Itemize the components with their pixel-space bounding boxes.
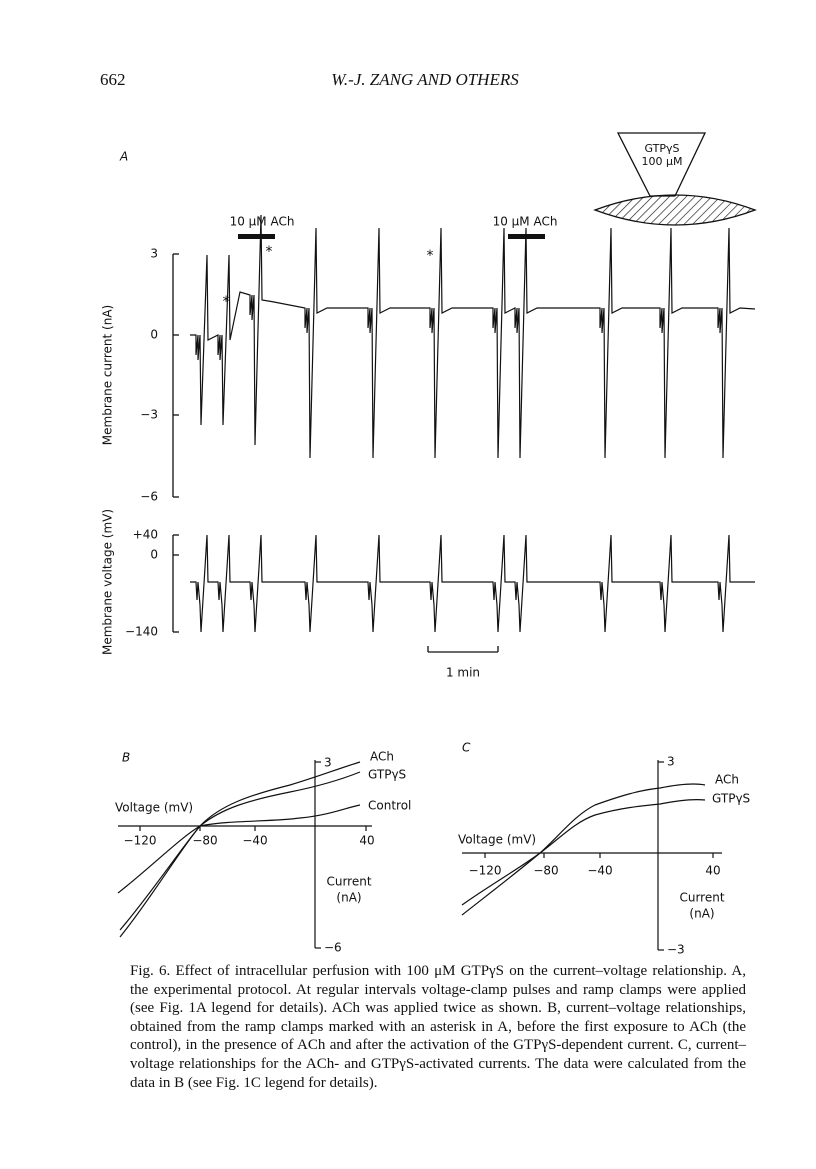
scale-bar-label: 1 min: [446, 666, 480, 680]
ach-label: 10 μM ACh: [230, 215, 295, 229]
page-number: 662: [100, 70, 126, 89]
running-title: W.-J. ZANG AND OTHERS: [331, 70, 519, 89]
x-tick-label: −80: [192, 834, 217, 848]
current-axis: [172, 253, 179, 498]
asterisk: *: [223, 294, 230, 310]
axis-label: Voltage (mV): [115, 801, 193, 815]
panel-label: C: [462, 741, 471, 755]
y-tick-label: +40: [133, 528, 158, 542]
asterisk: *: [266, 244, 273, 260]
cell: [593, 194, 757, 226]
axes: [462, 760, 722, 951]
curve-label: ACh: [715, 773, 739, 787]
curve-label: Control: [368, 799, 411, 813]
traces: [190, 214, 756, 633]
x-tick-label: −40: [242, 834, 267, 848]
ach-label: 10 μM ACh: [493, 215, 558, 229]
panel-label: B: [122, 751, 130, 765]
y-tick-label: 3: [324, 756, 332, 770]
curve: [117, 804, 361, 894]
x-tick-label: −120: [469, 864, 502, 878]
curve-label: GTPγS: [368, 768, 406, 782]
curve-label: GTPγS: [712, 792, 750, 806]
x-tick-label: −120: [124, 834, 157, 848]
pipette-label: 100 μM: [642, 155, 683, 168]
y-tick-label: −140: [125, 625, 158, 639]
axis-label: Membrane current (nA): [101, 305, 115, 445]
scale-bar: [427, 646, 499, 653]
axes: [118, 760, 372, 949]
curve: [461, 799, 706, 916]
caption: Fig. 6. Effect of intracellular perfusio…: [130, 963, 746, 1091]
axis-label: (nA): [689, 907, 714, 921]
voltage-axis: [172, 534, 179, 633]
axis-label: (nA): [336, 891, 361, 905]
axis-label: Current: [679, 891, 724, 905]
figure: 662 W.-J. ZANG AND OTHERS A GTPγS 100 μM…: [100, 70, 757, 957]
y-tick-label: 0: [150, 548, 158, 562]
voltage-trace: [190, 534, 755, 633]
axis-label: Voltage (mV): [458, 833, 536, 847]
x-tick-label: 40: [359, 834, 374, 848]
curve: [119, 771, 361, 931]
axis-label: Membrane voltage (mV): [101, 509, 115, 655]
x-tick-label: 40: [705, 864, 720, 878]
curve: [119, 761, 361, 938]
asterisk: *: [427, 248, 434, 264]
current-trace: [190, 214, 756, 459]
y-tick-label: −6: [324, 941, 342, 955]
panel-label: A: [119, 150, 128, 164]
y-tick-label: −6: [140, 490, 158, 504]
y-tick-label: −3: [667, 943, 685, 957]
y-tick-label: −3: [140, 408, 158, 422]
y-tick-label: 0: [150, 328, 158, 342]
axis-label: Current: [326, 875, 371, 889]
y-tick-label: 3: [667, 755, 675, 769]
x-tick-label: −80: [533, 864, 558, 878]
y-tick-label: 3: [150, 247, 158, 261]
pipette-label: GTPγS: [645, 142, 680, 155]
curve: [461, 783, 706, 906]
curve-label: ACh: [370, 750, 394, 764]
x-tick-label: −40: [587, 864, 612, 878]
ach-bar: [238, 234, 275, 239]
